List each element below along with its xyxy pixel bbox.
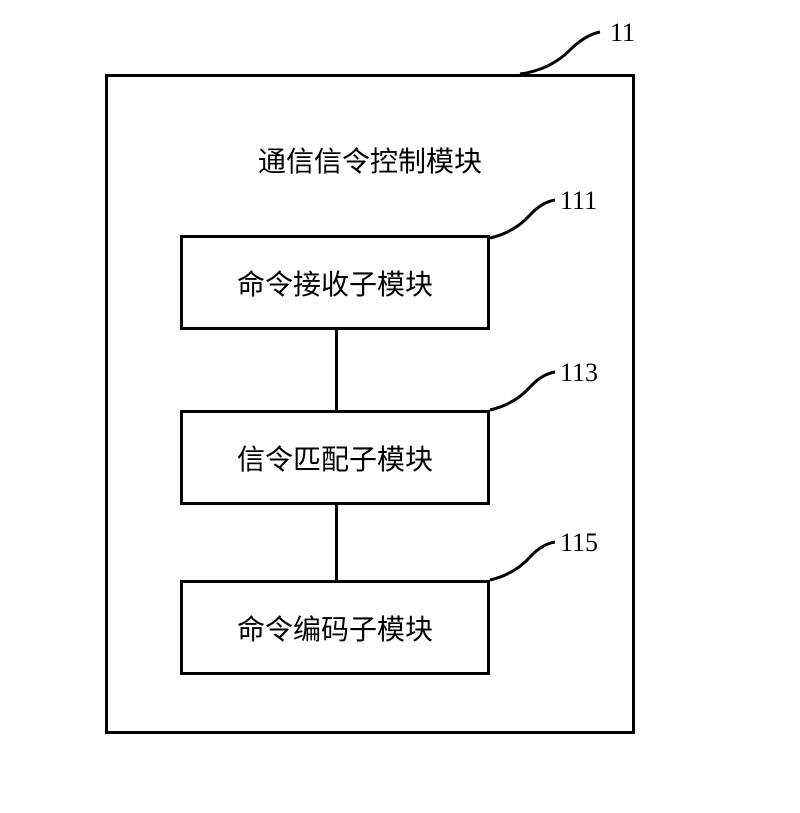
leader-curve-3 [480,532,570,587]
submodule-label-2: 113 [560,358,598,388]
submodule-box-1: 命令接收子模块 [180,235,490,330]
submodule-text-2: 信令匹配子模块 [237,438,433,478]
outer-module-title: 通信信令控制模块 [200,140,540,180]
connector-line-2 [335,505,338,580]
submodule-text-3: 命令编码子模块 [237,608,433,648]
submodule-box-2: 信令匹配子模块 [180,410,490,505]
submodule-box-3: 命令编码子模块 [180,580,490,675]
connector-line-1 [335,330,338,410]
outer-box-label: 11 [610,18,635,48]
leader-curve-1 [480,190,570,245]
submodule-label-1: 111 [560,186,597,216]
leader-curve-2 [480,362,570,417]
submodule-label-3: 115 [560,528,598,558]
submodule-text-1: 命令接收子模块 [237,263,433,303]
leader-curve-outer [510,20,620,80]
